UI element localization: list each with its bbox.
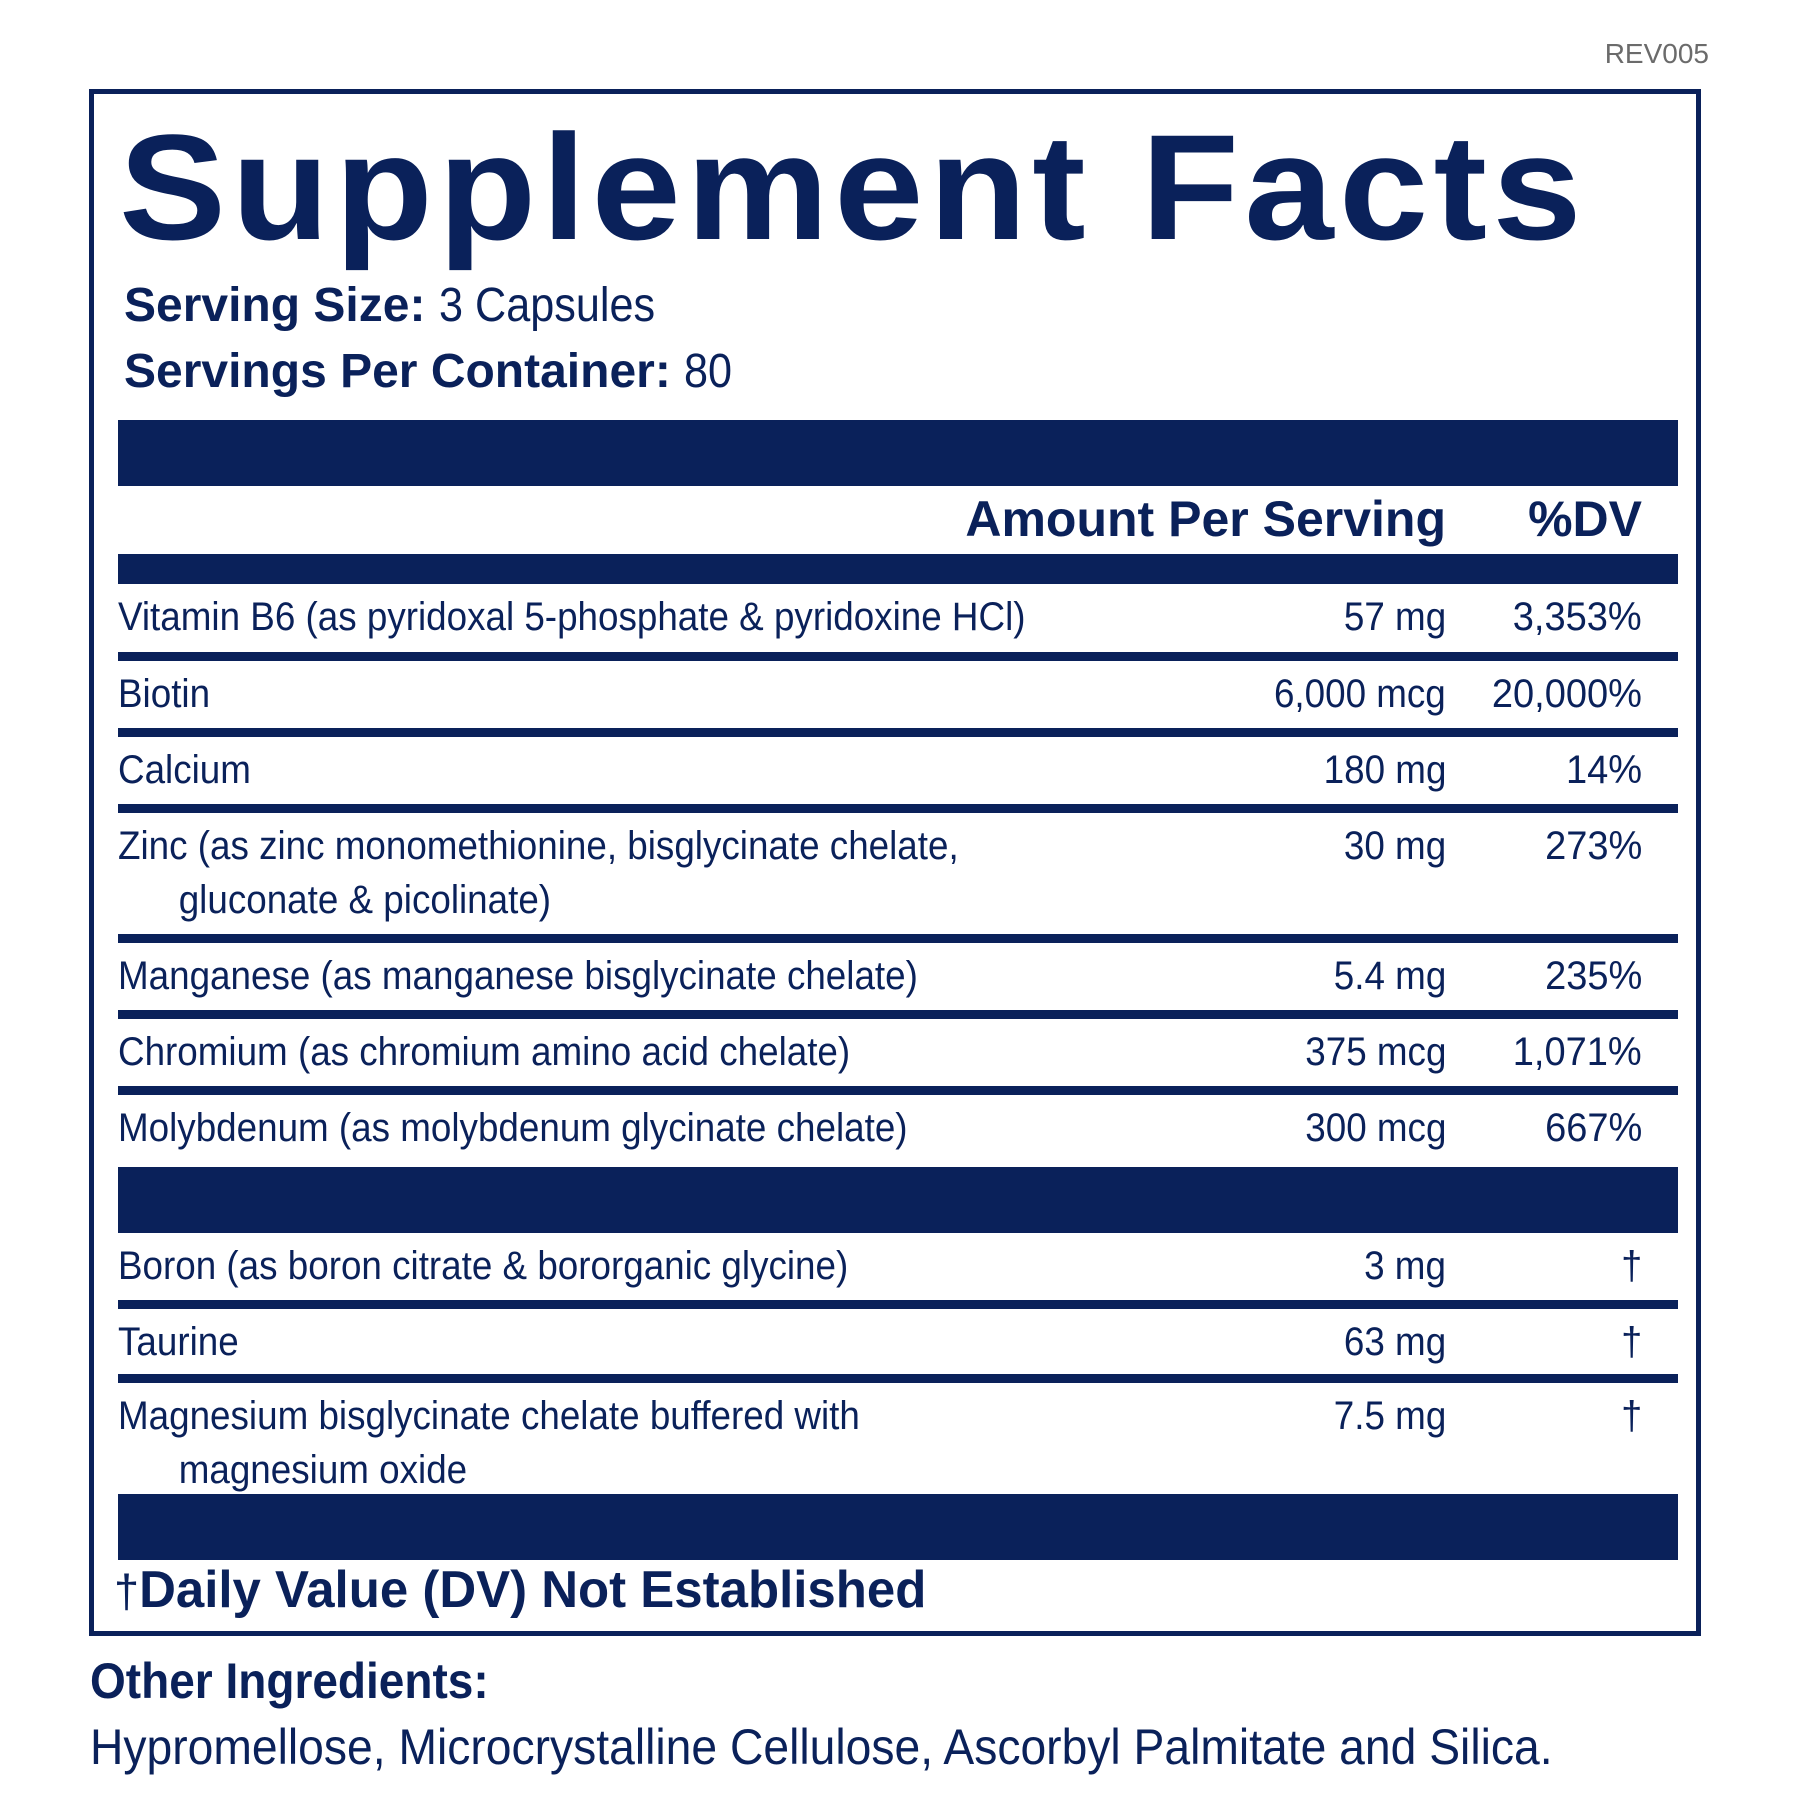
- servings-per-container-value: 80: [684, 345, 733, 398]
- panel-title: Supplement Facts: [119, 103, 1587, 271]
- ingredient-dv: 20,000%: [1491, 672, 1642, 716]
- table-row: Biotin 6,000 mcg 20,000%: [118, 661, 1678, 737]
- servings-per-container: Servings Per Container: 80: [124, 344, 738, 400]
- ingredient-name: Vitamin B6 (as pyridoxal 5-phosphate & p…: [118, 595, 1026, 639]
- dagger-icon: †: [114, 1565, 140, 1617]
- table-row: Calcium 180 mg 14%: [118, 737, 1678, 813]
- ingredient-amount: 63 mg: [1343, 1320, 1446, 1364]
- ingredient-name: Zinc (as zinc monomethionine, bisglycina…: [118, 824, 959, 922]
- dagger-icon: †: [1620, 1320, 1642, 1364]
- thick-divider-middle: [118, 1167, 1678, 1233]
- amount-per-serving-header: Amount Per Serving: [965, 491, 1446, 547]
- footnote: †Daily Value (DV) Not Established: [114, 1560, 926, 1620]
- row-divider: [118, 1300, 1678, 1309]
- ingredient-name: Taurine: [118, 1320, 239, 1364]
- dv-header: %DV: [1528, 491, 1642, 547]
- ingredient-dv: 667%: [1544, 1106, 1642, 1150]
- ingredient-dv: 273%: [1544, 824, 1642, 868]
- thick-divider-top: [118, 420, 1678, 486]
- ingredient-amount: 30 mg: [1343, 824, 1446, 868]
- row-divider: [118, 934, 1678, 943]
- ingredient-dv: 14%: [1565, 748, 1642, 792]
- ingredient-amount: 3 mg: [1364, 1244, 1446, 1288]
- ingredient-name: Magnesium bisglycinate chelate buffered …: [118, 1394, 860, 1492]
- ingredient-name: Manganese (as manganese bisglycinate che…: [118, 954, 918, 998]
- serving-size-value: 3 Capsules: [438, 279, 655, 332]
- footnote-text: Daily Value (DV) Not Established: [139, 1561, 927, 1619]
- ingredient-name: Molybdenum (as molybdenum glycinate chel…: [118, 1106, 908, 1150]
- table-row: Magnesium bisglycinate chelate buffered …: [118, 1383, 1678, 1501]
- ingredient-dv: 235%: [1544, 954, 1642, 998]
- table-row: Vitamin B6 (as pyridoxal 5-phosphate & p…: [118, 584, 1678, 661]
- table-row: Boron (as boron citrate & bororganic gly…: [118, 1233, 1678, 1309]
- ingredient-amount: 57 mg: [1343, 595, 1446, 639]
- ingredient-amount: 6,000 mcg: [1274, 672, 1446, 716]
- dagger-icon: †: [1620, 1244, 1642, 1288]
- table-row: Molybdenum (as molybdenum glycinate chel…: [118, 1095, 1678, 1167]
- revision-code: REV005: [1604, 38, 1709, 69]
- thick-divider-bottom: [118, 1494, 1678, 1560]
- row-divider: [118, 804, 1678, 813]
- row-divider: [118, 1010, 1678, 1019]
- dagger-icon: †: [1620, 1394, 1642, 1438]
- row-divider: [118, 1374, 1678, 1383]
- ingredient-amount: 375 mcg: [1304, 1030, 1446, 1074]
- row-divider: [118, 1086, 1678, 1095]
- supplement-facts-panel: Supplement Facts Serving Size: 3 Capsule…: [89, 89, 1701, 1636]
- ingredient-dv: 3,353%: [1513, 595, 1642, 639]
- other-ingredients-label: Other Ingredients:: [90, 1653, 489, 1709]
- row-divider: [118, 652, 1678, 661]
- table-row: Taurine 63 mg †: [118, 1309, 1678, 1383]
- thick-divider-header: [118, 554, 1678, 584]
- serving-size-label: Serving Size:: [124, 279, 426, 332]
- ingredient-name: Chromium (as chromium amino acid chelate…: [118, 1030, 851, 1074]
- ingredient-amount: 5.4 mg: [1333, 954, 1446, 998]
- ingredient-dv: 1,071%: [1513, 1030, 1642, 1074]
- row-divider: [118, 728, 1678, 737]
- servings-per-container-label: Servings Per Container:: [124, 345, 671, 398]
- ingredient-amount: 7.5 mg: [1333, 1394, 1446, 1438]
- ingredient-name: Calcium: [118, 748, 251, 792]
- ingredient-name: Boron (as boron citrate & bororganic gly…: [118, 1244, 849, 1288]
- ingredient-amount: 180 mg: [1323, 748, 1446, 792]
- table-row: Chromium (as chromium amino acid chelate…: [118, 1019, 1678, 1095]
- other-ingredients-text: Hypromellose, Microcrystalline Cellulose…: [90, 1719, 1553, 1775]
- ingredient-amount: 300 mcg: [1304, 1106, 1446, 1150]
- table-row: Manganese (as manganese bisglycinate che…: [118, 943, 1678, 1019]
- table-row: Zinc (as zinc monomethionine, bisglycina…: [118, 813, 1678, 943]
- column-header: Amount Per Serving %DV: [118, 488, 1678, 556]
- ingredient-name: Biotin: [118, 672, 211, 716]
- serving-size: Serving Size: 3 Capsules: [124, 278, 679, 334]
